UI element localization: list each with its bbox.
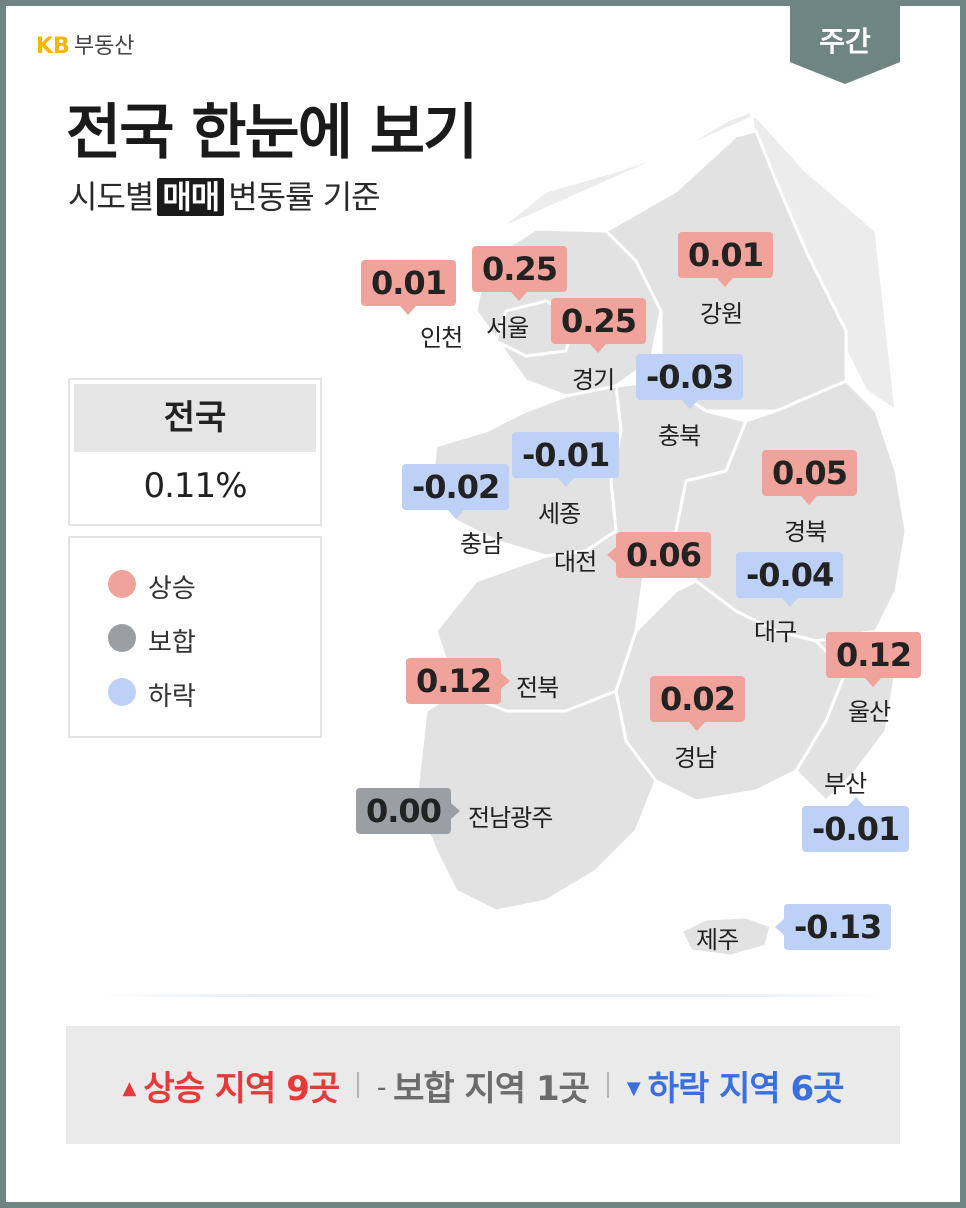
summary-flat: – 보합 지역 1곳 (377, 1061, 590, 1110)
region-name-incheon: 인천 (420, 324, 463, 352)
badge-chungnam: -0.02 (402, 464, 510, 519)
summary-flat-label: 보합 지역 (393, 1068, 526, 1109)
badge-gyeongbuk: 0.05 (762, 450, 857, 505)
brand-logo: KB 부동산 (36, 28, 135, 60)
badge-jeonnam-gwangju: 0.00 (356, 788, 460, 834)
summary-separator (357, 1072, 360, 1098)
summary-down-label: 하락 지역 (647, 1068, 781, 1109)
infographic-card: KB 부동산 주간 전국 한눈에 보기 시도별 매매 변동률 기준 0.01 인천 0… (6, 6, 960, 1202)
national-summary-box: 전국 0.11% (68, 378, 322, 526)
region-name-ulsan: 울산 (848, 698, 891, 726)
region-name-chungbuk: 충북 (658, 422, 701, 450)
summary-up: ▲ 상승 지역 9곳 (122, 1061, 341, 1110)
badge-gyeonggi: 0.25 (551, 298, 646, 353)
badge-sejong: -0.01 (512, 432, 620, 487)
brand-name: 부동산 (73, 34, 135, 59)
region-name-daegu: 대구 (754, 618, 797, 646)
legend-dot-flat (108, 624, 136, 652)
legend-item-down: 하락 (108, 676, 196, 713)
page-subtitle: 시도별 매매 변동률 기준 (68, 172, 381, 218)
map-jeonnam-region (414, 689, 658, 913)
period-tag: 주간 (790, 6, 900, 84)
badge-gangwon: 0.01 (678, 232, 773, 287)
region-name-daejeon: 대전 (554, 548, 597, 576)
page-title: 전국 한눈에 보기 (66, 98, 478, 168)
legend: 상승 보합 하락 (68, 536, 322, 738)
badge-chungbuk: -0.03 (636, 354, 744, 409)
badge-seoul: 0.25 (472, 246, 567, 301)
region-name-gyeongnam: 경남 (674, 744, 717, 772)
dash-icon: – (377, 1077, 386, 1099)
badge-gyeongnam: 0.02 (650, 676, 745, 731)
triangle-up-icon: ▲ (122, 1077, 137, 1099)
brand-logo-mark: KB (36, 34, 70, 59)
summary-down-count: 6곳 (790, 1068, 845, 1109)
summary-flat-count: 1곳 (535, 1068, 590, 1109)
region-name-chungnam: 충남 (460, 530, 503, 558)
region-name-sejong: 세종 (538, 500, 581, 528)
legend-item-up: 상승 (108, 568, 196, 605)
legend-label-down: 하락 (148, 682, 196, 712)
national-value: 0.11% (143, 466, 247, 506)
legend-dot-down (108, 678, 136, 706)
region-name-jeonnam-gwangju: 전남광주 (468, 804, 553, 832)
badge-jeonbuk: 0.12 (406, 658, 510, 704)
region-name-gangwon: 강원 (700, 300, 743, 328)
legend-item-flat: 보합 (108, 622, 196, 659)
badge-daejeon: 0.06 (607, 532, 711, 578)
summary-bar: ▲ 상승 지역 9곳 – 보합 지역 1곳 ▼ 하락 지역 6곳 (66, 1026, 900, 1144)
legend-label-flat: 보합 (148, 628, 196, 658)
legend-dot-up (108, 570, 136, 598)
triangle-down-icon: ▼ (626, 1077, 641, 1099)
region-name-gyeonggi: 경기 (572, 366, 615, 394)
subtitle-suffix: 변동률 기준 (228, 178, 380, 216)
subtitle-highlight: 매매 (157, 178, 225, 216)
badge-ulsan: 0.12 (826, 632, 921, 687)
region-name-gyeongbuk: 경북 (784, 518, 827, 546)
badge-incheon: 0.01 (361, 260, 456, 315)
national-label: 전국 (74, 384, 316, 452)
summary-up-count: 9곳 (286, 1068, 340, 1109)
region-name-jeonbuk: 전북 (516, 674, 559, 702)
summary-down: ▼ 하락 지역 6곳 (626, 1061, 845, 1110)
divider (96, 994, 886, 997)
region-name-seoul: 서울 (486, 314, 529, 342)
map-jeju-island (679, 915, 773, 958)
summary-separator (606, 1072, 609, 1098)
region-name-busan: 부산 (824, 770, 867, 798)
badge-daegu: -0.04 (736, 552, 844, 607)
legend-label-up: 상승 (148, 574, 196, 604)
summary-up-label: 상승 지역 (143, 1068, 276, 1109)
badge-jeju: -0.13 (774, 904, 892, 950)
badge-busan: -0.01 (802, 797, 910, 852)
subtitle-prefix: 시도별 (68, 178, 154, 216)
region-name-jeju: 제주 (696, 926, 739, 954)
